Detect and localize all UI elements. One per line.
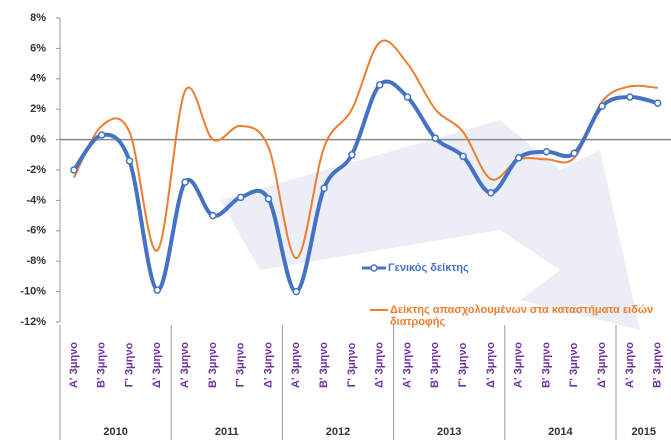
x-tick-label: Γ' 3μηνο: [123, 342, 135, 387]
y-tick-label: -4%: [26, 194, 46, 206]
y-tick-label: -12%: [20, 316, 46, 328]
x-tick-label: Γ' 3μηνο: [346, 342, 358, 387]
y-tick-label: -2%: [26, 164, 46, 176]
point: [348, 151, 356, 159]
x-tick-label: Α' 3μηνο: [68, 342, 80, 388]
point: [598, 102, 606, 110]
y-tick-label: -6%: [26, 225, 46, 237]
x-tick-label: Β' 3μηνο: [540, 342, 552, 388]
point: [181, 178, 189, 186]
background-arrow: [220, 120, 640, 330]
point: [264, 195, 273, 203]
x-tick-label: Β' 3μηνο: [96, 342, 108, 388]
x-tick-label: Α' 3μηνο: [179, 342, 191, 388]
year-label: 2010: [103, 426, 127, 438]
point: [403, 93, 412, 101]
x-tick-label: Γ' 3μηνο: [457, 342, 469, 387]
year-label: 2011: [215, 426, 239, 438]
legend-marker: [370, 264, 378, 272]
x-tick-label: Α' 3μηνο: [401, 342, 413, 388]
y-tick-label: 6%: [30, 42, 46, 54]
point: [153, 286, 162, 294]
year-label: 2013: [437, 426, 461, 438]
x-tick-label: Α' 3μηνο: [624, 342, 636, 388]
x-tick-label: Α' 3μηνο: [290, 342, 302, 388]
point: [125, 157, 134, 165]
point: [459, 152, 467, 161]
x-tick-label: Δ' 3μηνο: [151, 342, 163, 388]
x-tick-label: Γ' 3μηνο: [235, 342, 247, 387]
y-tick-label: 8%: [30, 12, 46, 24]
x-tick-label: Β' 3μηνο: [429, 342, 441, 388]
point: [375, 81, 384, 89]
x-tick-label: Γ' 3μηνο: [568, 342, 580, 387]
point: [626, 93, 634, 101]
point: [292, 287, 301, 296]
point: [209, 211, 217, 220]
x-tick-label: Δ' 3μηνο: [374, 342, 386, 388]
point: [514, 154, 523, 162]
y-tick-label: -8%: [26, 255, 46, 267]
series-line: [73, 39, 658, 260]
point: [653, 99, 662, 107]
point: [570, 149, 579, 158]
point: [70, 166, 78, 174]
point: [320, 184, 328, 192]
legend-label: Γενικός δείκτης: [388, 262, 469, 274]
year-label: 2015: [632, 426, 656, 438]
x-tick-label: Δ' 3μηνο: [596, 342, 608, 388]
x-tick-label: Β' 3μηνο: [318, 342, 330, 388]
legend-label: Δείκτης απασχολουμένων στα καταστήματα ε…: [390, 304, 654, 328]
x-tick-label: Α' 3μηνο: [513, 342, 525, 388]
series-line: [72, 79, 659, 294]
y-tick-label: 0%: [30, 134, 46, 146]
x-tick-label: Β' 3μηνο: [207, 342, 219, 388]
point: [236, 193, 245, 202]
x-tick-label: Β' 3μηνο: [652, 342, 664, 388]
y-tick-label: -10%: [20, 286, 46, 298]
point: [97, 131, 106, 139]
x-tick-label: Δ' 3μηνο: [485, 342, 497, 388]
x-tick-label: Δ' 3μηνο: [262, 342, 274, 388]
point: [431, 134, 440, 142]
point: [487, 189, 495, 197]
year-label: 2014: [548, 426, 573, 438]
year-label: 2012: [326, 426, 350, 438]
point: [542, 148, 551, 156]
y-tick-label: 2%: [30, 103, 46, 115]
y-tick-label: 4%: [30, 73, 46, 85]
